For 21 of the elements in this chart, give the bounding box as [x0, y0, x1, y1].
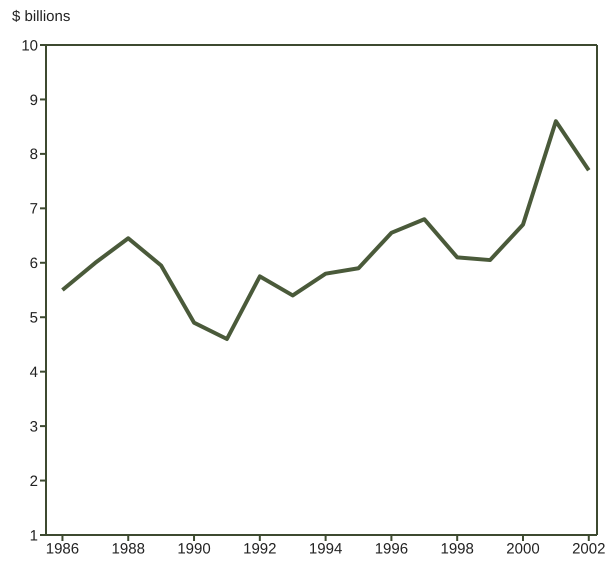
- y-tick-label: 8: [30, 146, 38, 164]
- x-tick-label: 1986: [46, 540, 80, 558]
- x-tick-label: 1994: [308, 540, 342, 558]
- x-tick-label: 2000: [506, 540, 540, 558]
- y-tick-label: 2: [30, 472, 38, 490]
- y-tick-label: 4: [30, 364, 38, 381]
- x-tick-label: 1990: [177, 540, 211, 558]
- y-tick-label: 5: [30, 310, 38, 327]
- y-tick-label: 7: [30, 200, 38, 218]
- x-tick-label: 1996: [374, 540, 408, 558]
- y-tick-label: 6: [30, 255, 38, 272]
- x-tick-label: 2002: [572, 540, 606, 558]
- x-tick-label: 1998: [440, 540, 474, 558]
- y-axis-title: $ billions: [12, 8, 72, 27]
- y-tick-label: 1: [30, 527, 38, 544]
- y-tick-label: 10: [21, 37, 38, 54]
- y-tick-label: 9: [30, 92, 38, 109]
- x-tick-label: 1988: [112, 540, 145, 558]
- x-tick-label: 1992: [243, 540, 277, 558]
- line-series: [60, 119, 591, 341]
- y-tick-label: 3: [30, 418, 38, 436]
